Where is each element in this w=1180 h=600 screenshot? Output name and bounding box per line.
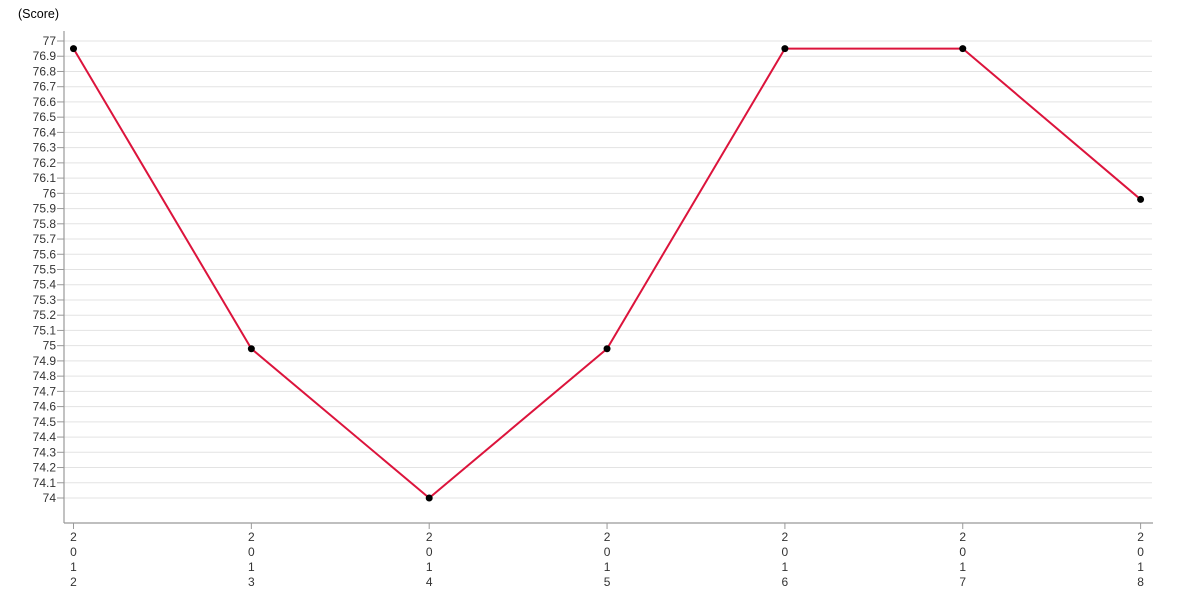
y-tick-label: 75.1 xyxy=(33,323,57,337)
x-tick-label-digit: 1 xyxy=(604,560,611,574)
y-tick-label: 75.5 xyxy=(33,263,57,277)
y-tick-label: 75.4 xyxy=(33,278,57,292)
x-tick-label-digit: 0 xyxy=(959,545,966,559)
y-tick-label: 76.1 xyxy=(33,171,57,185)
x-tick-label-digit: 7 xyxy=(959,575,966,589)
y-tick-label: 76 xyxy=(43,186,57,200)
x-tick-label-digit: 2 xyxy=(70,530,77,544)
y-tick-label: 76.3 xyxy=(33,141,57,155)
x-tick-label-digit: 2 xyxy=(248,530,255,544)
x-tick-label-digit: 6 xyxy=(782,575,789,589)
y-tick-label: 75.3 xyxy=(33,293,57,307)
x-tick-label-digit: 2 xyxy=(604,530,611,544)
y-tick-label: 74.5 xyxy=(33,415,57,429)
data-point[interactable] xyxy=(959,45,967,53)
data-point[interactable] xyxy=(247,345,255,353)
y-tick-label: 75.8 xyxy=(33,217,57,231)
data-point[interactable] xyxy=(781,45,789,53)
y-tick-label: 76.7 xyxy=(33,80,57,94)
x-tick-label-digit: 2 xyxy=(426,530,433,544)
y-tick-label: 76.5 xyxy=(33,110,57,124)
x-tick-label-digit: 8 xyxy=(1137,575,1144,589)
y-tick-label: 74.1 xyxy=(33,476,57,490)
y-tick-label: 74.3 xyxy=(33,445,57,459)
x-tick-label-digit: 2 xyxy=(782,530,789,544)
x-tick-label-digit: 3 xyxy=(248,575,255,589)
y-tick-label: 74.7 xyxy=(33,384,57,398)
x-tick-label-digit: 2 xyxy=(1137,530,1144,544)
x-tick-label-digit: 2 xyxy=(959,530,966,544)
y-tick-label: 77 xyxy=(43,34,57,48)
y-tick-label: 76.6 xyxy=(33,95,57,109)
data-point[interactable] xyxy=(603,345,611,353)
y-tick-label: 74.6 xyxy=(33,400,57,414)
x-tick-label-digit: 1 xyxy=(70,560,77,574)
x-tick-label-digit: 5 xyxy=(604,575,611,589)
x-tick-label-digit: 1 xyxy=(426,560,433,574)
data-point[interactable] xyxy=(1137,195,1145,203)
y-tick-label: 75.6 xyxy=(33,247,57,261)
y-tick-label: 76.9 xyxy=(33,49,57,63)
x-tick-label-digit: 0 xyxy=(248,545,255,559)
y-tick-label: 74 xyxy=(43,491,57,505)
y-tick-label: 75.2 xyxy=(33,308,57,322)
x-tick-label-digit: 0 xyxy=(426,545,433,559)
x-tick-label-digit: 0 xyxy=(782,545,789,559)
y-tick-label: 75.9 xyxy=(33,202,57,216)
x-tick-label-digit: 1 xyxy=(782,560,789,574)
x-tick-label-digit: 0 xyxy=(604,545,611,559)
x-tick-label-digit: 2 xyxy=(70,575,77,589)
y-tick-label: 74.9 xyxy=(33,354,57,368)
data-point[interactable] xyxy=(425,494,433,502)
x-tick-label-digit: 1 xyxy=(248,560,255,574)
x-tick-label-digit: 4 xyxy=(426,575,433,589)
y-tick-label: 74.8 xyxy=(33,369,57,383)
y-tick-label: 74.4 xyxy=(33,430,57,444)
y-tick-label: 74.2 xyxy=(33,461,57,475)
y-tick-label: 76.8 xyxy=(33,64,57,78)
data-point[interactable] xyxy=(70,45,77,53)
y-tick-label: 75 xyxy=(43,339,57,353)
y-tick-label: 76.4 xyxy=(33,125,57,139)
y-tick-label: 76.2 xyxy=(33,156,57,170)
x-tick-label-digit: 1 xyxy=(959,560,966,574)
series-line xyxy=(72,47,1142,499)
x-tick-label-digit: 0 xyxy=(70,545,77,559)
x-tick-label-digit: 0 xyxy=(1137,545,1144,559)
x-tick-label-digit: 1 xyxy=(1137,560,1144,574)
y-tick-label: 75.7 xyxy=(33,232,57,246)
y-axis-title: (Score) xyxy=(18,7,59,21)
